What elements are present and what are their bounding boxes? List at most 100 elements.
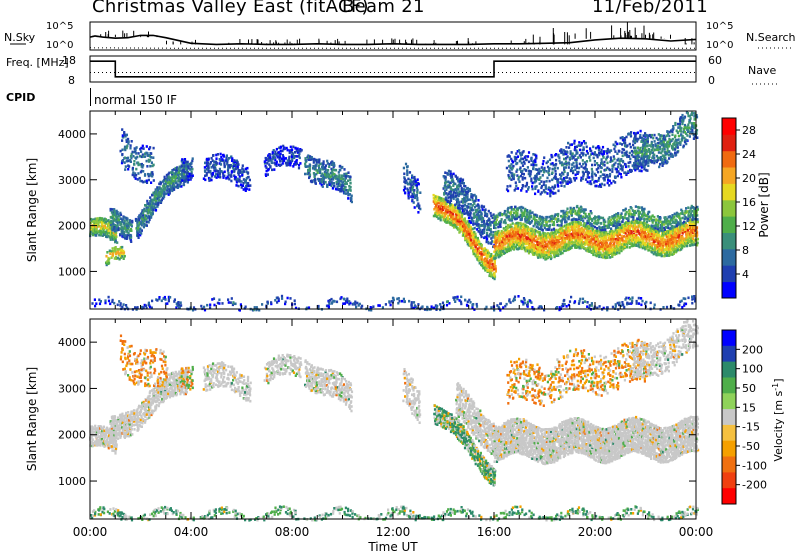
- power-cell: [241, 173, 244, 177]
- power-cell: [601, 216, 605, 220]
- power-cell: [568, 232, 571, 235]
- power-cell: [103, 224, 106, 228]
- power-cell: [612, 246, 615, 250]
- power-cell: [440, 199, 443, 203]
- noise-left-tick-bottom: 10^0: [46, 40, 73, 51]
- power-cell: [106, 251, 109, 254]
- power-cell: [600, 235, 604, 239]
- power-cell: [308, 172, 311, 175]
- power-cell: [624, 235, 627, 239]
- power-cell: [101, 231, 104, 234]
- power-cell: [503, 229, 506, 232]
- power-cell: [625, 234, 629, 238]
- power-cell: [133, 160, 136, 163]
- power-cell: [468, 198, 471, 201]
- power-cell: [147, 214, 150, 218]
- power-cell: [242, 168, 245, 171]
- power-cell: [338, 177, 341, 180]
- power-cell: [483, 229, 486, 233]
- power-cell: [471, 198, 474, 202]
- power-cell: [456, 197, 459, 201]
- power-cell: [288, 155, 291, 159]
- power-cell: [533, 249, 536, 253]
- power-cell: [559, 245, 562, 249]
- power-cell: [404, 162, 408, 166]
- power-cell: [137, 236, 140, 239]
- power-cell: [619, 230, 622, 234]
- power-cell: [592, 249, 595, 252]
- power-cell: [314, 167, 317, 170]
- power-cell: [297, 154, 300, 158]
- power-cell: [447, 199, 450, 203]
- power-cell: [443, 205, 446, 209]
- power-cell: [456, 200, 459, 204]
- power-cell: [125, 222, 128, 225]
- power-cell: [564, 243, 567, 246]
- power-cell: [510, 246, 514, 250]
- power-cell: [415, 183, 418, 187]
- power-cell: [602, 256, 605, 259]
- power-cell: [609, 230, 612, 233]
- power-cell: [580, 226, 583, 230]
- power-cell: [615, 249, 618, 252]
- power-cell: [595, 235, 599, 238]
- power-cell: [441, 211, 444, 215]
- power-cell: [618, 233, 621, 237]
- power-cell: [91, 231, 94, 235]
- power-cell: [182, 162, 185, 166]
- power-cell: [630, 224, 633, 228]
- power-cell: [330, 167, 333, 171]
- power-cell: [458, 182, 461, 185]
- power-cell: [168, 189, 171, 192]
- power-cell: [111, 252, 114, 255]
- power-cell: [140, 146, 143, 150]
- power-cell: [468, 189, 472, 192]
- power-cell: [583, 223, 586, 226]
- power-cell: [567, 226, 570, 230]
- power-cell: [473, 214, 476, 218]
- power-cell: [570, 238, 573, 242]
- freq-right-label: Nave: [748, 64, 776, 77]
- power-cell: [654, 251, 657, 254]
- power-cell: [597, 240, 600, 243]
- power-cell: [247, 175, 250, 179]
- power-cell: [156, 194, 159, 198]
- power-cell: [551, 250, 554, 253]
- power-cell: [561, 225, 564, 228]
- power-cell: [481, 223, 484, 227]
- power-cell: [143, 155, 147, 158]
- power-cell: [225, 154, 228, 157]
- power-cell: [435, 197, 438, 201]
- power-cell: [444, 175, 447, 179]
- power-cell: [506, 241, 509, 245]
- power-cell: [507, 232, 510, 236]
- power-cell: [657, 237, 660, 241]
- power-cell: [618, 248, 621, 252]
- power-cell: [480, 258, 483, 261]
- power-cell: [233, 164, 236, 168]
- power-cell: [661, 246, 665, 249]
- power-cell: [414, 180, 417, 183]
- power-cell: [124, 237, 127, 240]
- power-cell: [469, 211, 472, 215]
- power-cell: [590, 227, 593, 230]
- power-cell: [632, 232, 636, 236]
- power-cell: [623, 228, 626, 232]
- power-cell: [574, 246, 577, 249]
- power-cell: [281, 149, 284, 153]
- power-cell: [217, 175, 220, 179]
- power-cell: [497, 240, 500, 243]
- power-cell: [191, 159, 194, 163]
- power-cell: [588, 240, 591, 243]
- power-cell: [461, 189, 464, 192]
- power-cell: [491, 269, 494, 272]
- power-cell: [539, 241, 542, 245]
- power-cell: [144, 204, 147, 207]
- power-cell: [470, 193, 473, 196]
- power-cell: [244, 189, 247, 192]
- power-cell: [130, 236, 133, 239]
- power-cell: [472, 194, 475, 197]
- power-cell: [438, 214, 441, 217]
- power-cell: [460, 200, 463, 204]
- power-cell: [614, 247, 617, 251]
